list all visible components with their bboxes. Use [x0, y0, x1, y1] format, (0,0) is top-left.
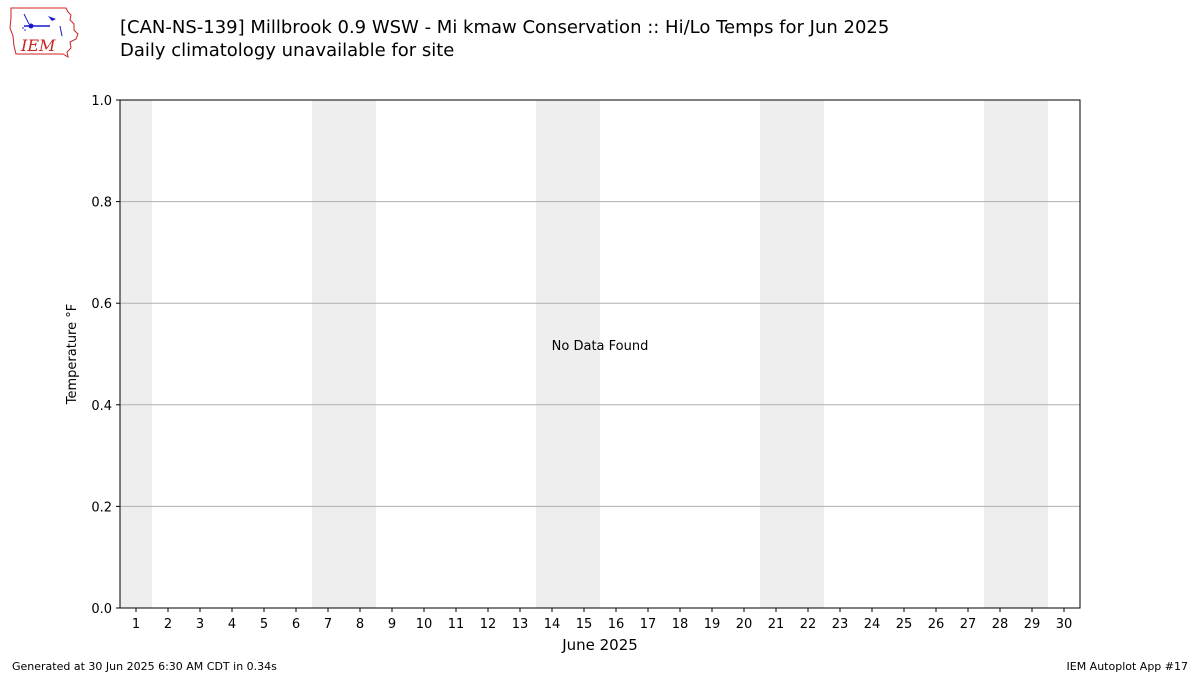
generated-timestamp: Generated at 30 Jun 2025 6:30 AM CDT in … — [12, 660, 277, 673]
gridlines — [120, 201, 1080, 507]
x-tick-label: 27 — [960, 617, 977, 632]
y-tick-label: 0.8 — [91, 196, 112, 211]
x-tick-label: 5 — [260, 617, 268, 632]
logo-text: IEM — [20, 36, 56, 55]
x-tick-label: 8 — [356, 617, 364, 632]
x-axis-label: June 2025 — [561, 636, 638, 654]
x-tick-label: 22 — [800, 617, 817, 632]
weekend-band — [984, 100, 1016, 608]
x-tick-label: 23 — [832, 617, 849, 632]
x-tick-label: 28 — [992, 617, 1009, 632]
x-tick-label: 29 — [1024, 617, 1041, 632]
x-tick-label: 13 — [512, 617, 529, 632]
y-tick-label: 0.2 — [91, 500, 112, 515]
x-tick-label: 1 — [132, 617, 140, 632]
x-tick-label: 2 — [164, 617, 172, 632]
weekend-band — [1016, 100, 1048, 608]
x-tick-label: 6 — [292, 617, 300, 632]
x-tick-label: 24 — [864, 617, 881, 632]
chart-subtitle: Daily climatology unavailable for site — [120, 40, 455, 61]
no-data-annotation: No Data Found — [552, 339, 649, 354]
weekend-bands — [120, 100, 1048, 608]
x-tick-label: 10 — [416, 617, 433, 632]
y-tick-label: 1.0 — [91, 94, 112, 109]
y-tick-label: 0.4 — [91, 399, 112, 414]
x-tick-label: 30 — [1056, 617, 1073, 632]
app-label: IEM Autoplot App #17 — [1066, 660, 1189, 673]
plot-frame — [119, 99, 1081, 609]
x-tick-label: 26 — [928, 617, 945, 632]
x-tick-label: 20 — [736, 617, 753, 632]
iem-logo: IEM — [8, 6, 80, 64]
y-axis-label: Temperature °F — [65, 304, 80, 405]
y-tick-label: 0.6 — [91, 297, 112, 312]
x-tick-label: 11 — [448, 617, 465, 632]
weekend-band — [120, 100, 152, 608]
x-tick-label: 4 — [228, 617, 236, 632]
x-tick-label: 12 — [480, 617, 497, 632]
x-tick-label: 19 — [704, 617, 721, 632]
iem-logo-icon: IEM — [9, 7, 79, 59]
chart-title: [CAN-NS-139] Millbrook 0.9 WSW - Mi kmaw… — [120, 17, 890, 38]
x-tick-label: 17 — [640, 617, 657, 632]
x-tick-label: 21 — [768, 617, 785, 632]
x-tick-label: 14 — [544, 617, 561, 632]
weekend-band — [312, 100, 344, 608]
x-tick-label: 18 — [672, 617, 689, 632]
x-tick-label: 15 — [576, 617, 593, 632]
x-tick-label: 3 — [196, 617, 204, 632]
x-axis-ticks: 1 2 3 4 5 6 7 8 9 10 11 12 13 14 15 16 17 18 19 20 21 22 23 24 2… — [132, 608, 1072, 632]
x-tick-label: 9 — [388, 617, 396, 632]
weekend-band — [760, 100, 792, 608]
x-tick-label: 25 — [896, 617, 913, 632]
y-tick-label: 0.0 — [91, 602, 112, 617]
weekend-band — [792, 100, 824, 608]
weekend-band — [568, 100, 600, 608]
weekend-band — [536, 100, 568, 608]
weekend-band — [344, 100, 376, 608]
y-axis-ticks: 0.0 0.2 0.4 0.6 0.8 1.0 — [91, 94, 120, 617]
x-tick-label: 7 — [324, 617, 332, 632]
x-tick-label: 16 — [608, 617, 625, 632]
